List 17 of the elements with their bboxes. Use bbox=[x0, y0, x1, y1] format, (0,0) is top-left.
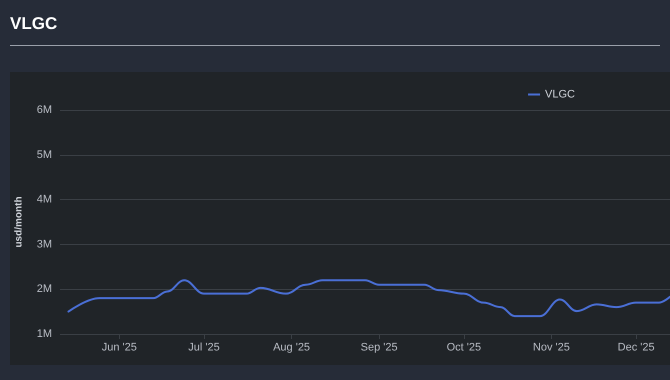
x-tick-label: Jun '25 bbox=[102, 342, 137, 354]
x-tick-label: Dec '25 bbox=[618, 342, 655, 354]
legend-label: VLGC bbox=[545, 88, 576, 100]
y-tick-label: 1M bbox=[36, 328, 52, 340]
y-tick-label: 3M bbox=[36, 238, 52, 250]
line-series bbox=[67, 279, 670, 318]
y-tick-label: 6M bbox=[36, 104, 52, 116]
chart-title: VLGC bbox=[10, 14, 58, 34]
x-tick-label: Jul '25 bbox=[188, 342, 220, 354]
x-tick-label: Nov '25 bbox=[532, 342, 570, 354]
y-axis-title: usd/month bbox=[14, 196, 24, 248]
x-tick-label: Oct '25 bbox=[446, 342, 482, 354]
y-tick-label: 2M bbox=[36, 283, 52, 296]
x-tick-label: Aug '25 bbox=[273, 342, 310, 354]
y-tick-label: 5M bbox=[36, 148, 52, 161]
y-tick-label: 4M bbox=[36, 194, 52, 206]
x-tick-label: Sep '25 bbox=[360, 342, 398, 354]
